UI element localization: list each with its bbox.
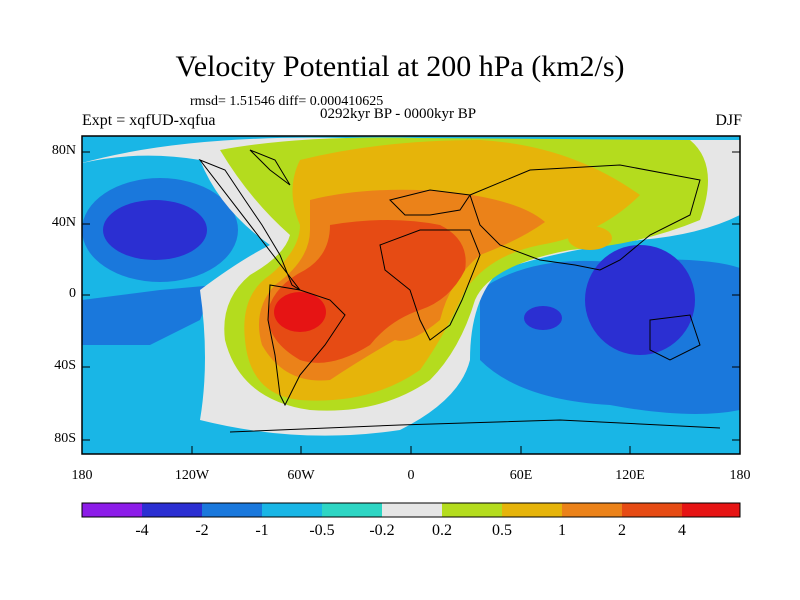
colorbar-label: -0.2: [369, 522, 395, 539]
lon-ticks: [81, 446, 741, 454]
coast-greenland: [249, 149, 291, 186]
rmsd-diff-text: rmsd= 1.51546 diff= 0.000410625: [190, 94, 384, 109]
colorbar-swatch-2: [142, 503, 202, 517]
coast-south-america: [267, 284, 346, 407]
colorbar-label: -0.5: [309, 522, 335, 539]
lat-label: 40N: [51, 215, 76, 230]
map-title: Velocity Potential at 200 hPa (km2/s): [175, 50, 625, 83]
period-text: 0292kyr BP - 0000kyr BP: [320, 106, 477, 122]
lon-label: 120E: [615, 468, 645, 483]
colorbar-label: 0.2: [432, 522, 452, 539]
lon-label: 60W: [287, 468, 315, 483]
field-positive-asia: [568, 226, 612, 250]
colorbar-label: -4: [135, 522, 149, 539]
coast-australia: [649, 314, 701, 361]
field-positive-very-strong: [267, 220, 466, 363]
colorbar-swatch-7: [442, 503, 502, 517]
coast-north-america: [198, 158, 301, 291]
lon-label: 180: [71, 468, 93, 483]
colorbar: [81, 502, 741, 518]
coast-europe: [389, 189, 471, 216]
lon-label: 60E: [509, 468, 533, 483]
field-max-south-america: [274, 292, 326, 332]
colorbar-swatch-11: [682, 503, 740, 517]
colorbar-label: -1: [255, 522, 269, 539]
colorbar-swatch-3: [202, 503, 262, 517]
colorbar-swatch-6: [382, 503, 442, 517]
colorbar-swatch-5: [322, 503, 382, 517]
colorbar-label: 2: [618, 522, 626, 539]
coast-asia: [469, 164, 701, 271]
velocity-potential-field: [82, 136, 740, 454]
colorbar-label: 0.5: [492, 522, 512, 539]
field-min-northpacific: [103, 200, 207, 260]
colorbar-swatch-9: [562, 503, 622, 517]
field-negative-southpacific: [82, 285, 215, 345]
coast-africa: [379, 229, 481, 341]
coastlines: [198, 149, 721, 433]
lat-label: 40S: [54, 358, 76, 373]
colorbar-swatch-8: [502, 503, 562, 517]
lat-label: 80S: [54, 431, 76, 446]
lat-label: 80N: [51, 143, 76, 158]
lat-label: 0: [69, 286, 76, 301]
colorbar-label: 4: [678, 522, 686, 539]
colorbar-swatch-1: [82, 503, 142, 517]
colorbar-label: -2: [195, 522, 209, 539]
colorbar-swatch-10: [622, 503, 682, 517]
field-min-indian-ocean: [524, 306, 562, 330]
lon-label: 180: [729, 468, 751, 483]
colorbar-frame: [81, 502, 741, 518]
field-min-maritime-continent: [585, 245, 695, 355]
lat-ticks: [82, 151, 740, 441]
lon-label: 120W: [174, 468, 210, 483]
lon-label: 0: [407, 468, 415, 483]
season-label: DJF: [715, 112, 742, 129]
coast-antarctica: [229, 419, 721, 433]
colorbar-swatch-4: [262, 503, 322, 517]
experiment-label: Expt = xqfUD-xqfua: [82, 112, 216, 129]
colorbar-label: 1: [558, 522, 566, 539]
